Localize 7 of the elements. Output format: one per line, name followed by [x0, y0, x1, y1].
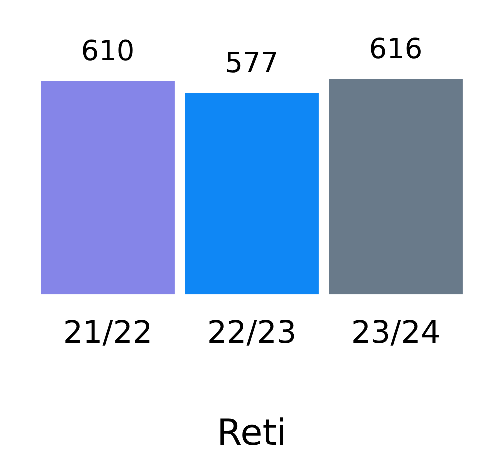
x-axis-title: Reti	[217, 412, 287, 454]
data-label: 616	[369, 32, 423, 66]
x-tick-label: 21/22	[63, 315, 153, 352]
data-label: 577	[225, 46, 279, 80]
x-tick-label: 23/24	[351, 315, 441, 352]
x-tick-label: 22/23	[207, 315, 297, 352]
data-label: 610	[81, 34, 135, 68]
